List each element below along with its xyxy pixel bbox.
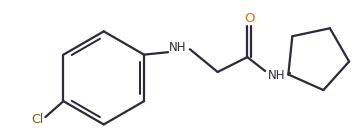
Text: NH: NH [268,69,286,82]
Text: Cl: Cl [32,114,44,127]
Text: O: O [244,12,255,25]
Text: NH: NH [169,41,187,54]
